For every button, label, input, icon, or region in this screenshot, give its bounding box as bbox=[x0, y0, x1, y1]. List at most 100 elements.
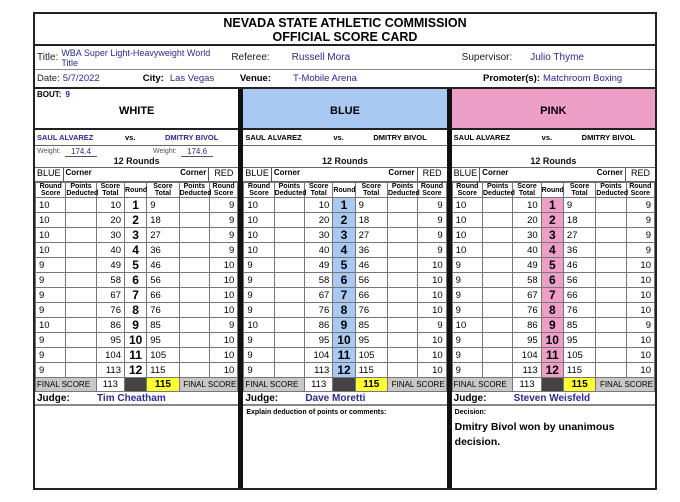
color-header: PINK bbox=[451, 89, 655, 130]
final-spacer bbox=[540, 377, 564, 392]
rounds-label: 12 Rounds bbox=[113, 156, 160, 166]
blue-round-score: 10 bbox=[34, 227, 67, 243]
blue-round-score: 10 bbox=[451, 242, 484, 258]
column-header: Round Score bbox=[243, 182, 275, 198]
round-number: 10 bbox=[332, 332, 356, 348]
weight-label: Weight: bbox=[153, 148, 177, 155]
red-score-total: 95 bbox=[354, 332, 388, 348]
final-score-label: FINAL SCORE bbox=[243, 377, 306, 392]
red-corner-label: RED bbox=[208, 168, 238, 181]
blue-points-deducted bbox=[481, 332, 514, 348]
blue-round-score: 9 bbox=[34, 287, 67, 303]
round-row: 10 30 3 27 9 bbox=[451, 227, 655, 243]
red-points-deducted bbox=[178, 332, 210, 348]
blue-round-score: 10 bbox=[451, 197, 484, 213]
round-number: 10 bbox=[540, 332, 564, 348]
vs-label: vs. bbox=[333, 133, 344, 142]
blue-score-total: 40 bbox=[512, 242, 542, 258]
final-score-row: FINAL SCORE 113 115 FINAL SCORE bbox=[243, 377, 447, 392]
blue-score-total: 58 bbox=[95, 272, 126, 288]
referee-name: Russell Mora bbox=[291, 52, 351, 63]
red-score-total: 27 bbox=[562, 227, 597, 243]
blue-round-score: 9 bbox=[451, 272, 484, 288]
round-row: 10 10 1 9 9 bbox=[34, 197, 239, 213]
blue-score-total: 10 bbox=[95, 197, 126, 213]
blue-score-total: 76 bbox=[304, 302, 334, 318]
color-name: PINK bbox=[540, 105, 567, 117]
round-number: 5 bbox=[332, 257, 356, 273]
round-number: 11 bbox=[332, 347, 356, 363]
judge-row: Judge: Dave Moretti bbox=[243, 392, 447, 406]
blue-score-total: 20 bbox=[304, 212, 334, 228]
blue-score-total: 20 bbox=[95, 212, 126, 228]
rounds-label: 12 Rounds bbox=[530, 156, 577, 166]
round-row: 10 30 3 27 9 bbox=[243, 227, 447, 243]
weight-row: Weight: 174.4 Weight: 174.6 12 Rounds bbox=[35, 146, 239, 168]
comment-text: Dmitry Bivol won by unanimous decision. bbox=[454, 421, 615, 448]
round-row: 9 67 7 66 10 bbox=[243, 287, 447, 303]
red-points-deducted bbox=[595, 317, 627, 333]
red-points-deducted bbox=[178, 272, 210, 288]
rounds-label: 12 Rounds bbox=[321, 156, 368, 166]
corner-label: Corner bbox=[65, 168, 92, 177]
red-points-deducted bbox=[386, 257, 419, 273]
red-round-score: 10 bbox=[208, 332, 239, 348]
blue-points-deducted bbox=[481, 302, 514, 318]
blue-points-deducted bbox=[65, 302, 97, 318]
supervisor-label: Supervisor: bbox=[461, 52, 513, 63]
round-row: 9 95 10 95 10 bbox=[34, 332, 239, 348]
blue-points-deducted bbox=[273, 197, 306, 213]
round-row: 9 113 12 115 10 bbox=[34, 362, 239, 378]
blue-round-score: 10 bbox=[34, 317, 67, 333]
red-round-score: 9 bbox=[208, 317, 239, 333]
corner-label: Corner bbox=[180, 168, 207, 177]
blue-points-deducted bbox=[65, 257, 97, 273]
fighter-names: SAUL ALVAREZ vs. DMITRY BIVOL bbox=[35, 130, 239, 146]
red-score-total: 56 bbox=[354, 272, 388, 288]
red-points-deducted bbox=[178, 362, 210, 378]
blue-points-deducted bbox=[273, 272, 306, 288]
round-row: 9 104 11 105 10 bbox=[34, 347, 239, 363]
blue-points-deducted bbox=[65, 317, 97, 333]
round-row: 10 86 9 85 9 bbox=[34, 317, 239, 333]
blue-score-total: 104 bbox=[304, 347, 334, 363]
color-name: WHITE bbox=[118, 105, 155, 117]
blue-round-score: 10 bbox=[243, 197, 275, 213]
column-headers: Round Score Points Deducted Score Total Rou… bbox=[34, 182, 239, 198]
blue-round-score: 9 bbox=[243, 332, 275, 348]
judge-name: Dave Moretti bbox=[305, 392, 366, 404]
color-header: WHITE BOUT: 9 bbox=[35, 89, 239, 130]
red-points-deducted bbox=[595, 362, 627, 378]
blue-fighter: SAUL ALVAREZ bbox=[37, 133, 94, 142]
red-points-deducted bbox=[386, 197, 419, 213]
blue-points-deducted bbox=[65, 242, 97, 258]
bout-number: BOUT: 9 bbox=[37, 90, 70, 99]
red-fighter: DMITRY BIVOL bbox=[165, 133, 219, 142]
red-points-deducted bbox=[595, 197, 627, 213]
red-points-deducted bbox=[386, 362, 419, 378]
city-label: City: bbox=[142, 73, 164, 84]
fighter-names: SAUL ALVAREZ vs. DMITRY BIVOL bbox=[243, 130, 447, 146]
blue-round-score: 9 bbox=[34, 332, 67, 348]
blue-points-deducted bbox=[273, 212, 306, 228]
column-header: Round bbox=[332, 182, 356, 198]
round-row: 10 20 2 18 9 bbox=[243, 212, 447, 228]
red-points-deducted bbox=[595, 272, 627, 288]
red-score-total: 9 bbox=[146, 197, 180, 213]
red-score-total: 46 bbox=[354, 257, 388, 273]
red-corner-label: RED bbox=[416, 168, 447, 181]
column-header: Points Deducted bbox=[273, 182, 307, 198]
red-round-score: 10 bbox=[208, 302, 239, 318]
corner-label: Corner bbox=[482, 168, 509, 177]
round-number: 11 bbox=[540, 347, 564, 363]
red-round-score: 9 bbox=[625, 317, 655, 333]
red-round-score: 10 bbox=[625, 347, 655, 363]
red-points-deducted bbox=[178, 302, 210, 318]
red-points-deducted bbox=[178, 347, 210, 363]
red-score-total: 36 bbox=[354, 242, 388, 258]
red-score-total: 85 bbox=[562, 317, 597, 333]
red-fighter: DMITRY BIVOL bbox=[373, 133, 427, 142]
blue-round-score: 9 bbox=[243, 347, 275, 363]
judge-panels: WHITE BOUT: 9 SAUL ALVAREZ vs. DMITRY BIVOL We… bbox=[34, 89, 655, 488]
column-header: Points Deducted bbox=[386, 182, 420, 198]
